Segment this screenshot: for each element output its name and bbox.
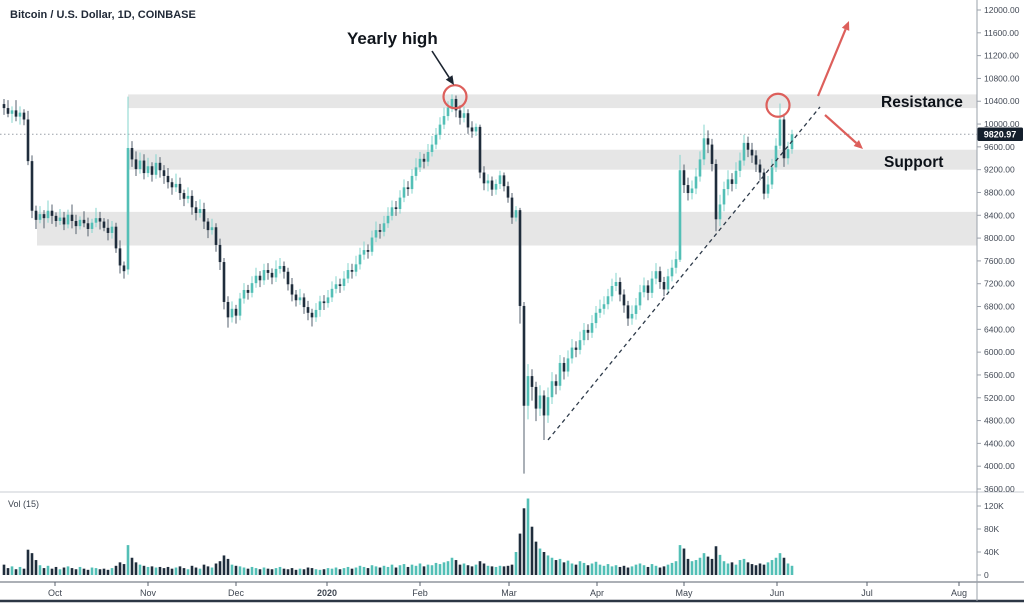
svg-text:80K: 80K <box>984 524 999 534</box>
svg-text:120K: 120K <box>984 501 1004 511</box>
svg-text:10800.00: 10800.00 <box>984 73 1020 83</box>
svg-text:Aug: Aug <box>951 588 967 598</box>
svg-text:Jul: Jul <box>861 588 873 598</box>
svg-text:10400.00: 10400.00 <box>984 96 1020 106</box>
svg-text:6400.00: 6400.00 <box>984 324 1015 334</box>
current-price-value: 9820.97 <box>984 130 1017 140</box>
svg-text:Oct: Oct <box>48 588 63 598</box>
yearly-high-circle <box>442 84 468 110</box>
yearly-high-label: Yearly high <box>347 29 438 48</box>
volume-indicator-label: Vol (15) <box>8 499 39 509</box>
candles-layer <box>2 94 794 474</box>
svg-text:6800.00: 6800.00 <box>984 302 1015 312</box>
svg-text:Apr: Apr <box>590 588 604 598</box>
svg-text:4000.00: 4000.00 <box>984 461 1015 471</box>
svg-text:9200.00: 9200.00 <box>984 165 1015 175</box>
support-zone <box>128 149 977 170</box>
svg-text:7200.00: 7200.00 <box>984 279 1015 289</box>
svg-text:4400.00: 4400.00 <box>984 438 1015 448</box>
volume-layer <box>2 498 794 575</box>
svg-text:Nov: Nov <box>140 588 157 598</box>
resistance-zone <box>128 94 977 109</box>
svg-text:7600.00: 7600.00 <box>984 256 1015 266</box>
svg-text:12000.00: 12000.00 <box>984 5 1020 15</box>
svg-text:11600.00: 11600.00 <box>984 28 1019 38</box>
rejection-down-arrow <box>824 114 858 144</box>
svg-text:40K: 40K <box>984 547 999 557</box>
svg-text:0: 0 <box>984 570 989 580</box>
svg-text:May: May <box>675 588 693 598</box>
svg-text:Mar: Mar <box>501 588 517 598</box>
svg-text:9600.00: 9600.00 <box>984 142 1015 152</box>
svg-text:Dec: Dec <box>228 588 245 598</box>
resistance-label: Resistance <box>881 94 963 111</box>
trend-drawings-layer[interactable] <box>431 21 863 441</box>
yearly-high-pointer-arrow-head <box>445 75 454 85</box>
svg-text:11200.00: 11200.00 <box>984 51 1019 61</box>
volume-axis[interactable]: 120K 80K 40K 0 <box>977 501 1004 580</box>
svg-text:8800.00: 8800.00 <box>984 187 1015 197</box>
breakout-up-arrow-head <box>841 21 850 31</box>
breakout-up-arrow <box>816 28 847 97</box>
price-axis[interactable]: 3600.00 4000.00 4400.00 4800.00 5200.00 5600.… <box>977 5 1020 494</box>
sr-zones-layer[interactable] <box>37 94 977 246</box>
svg-text:5200.00: 5200.00 <box>984 393 1015 403</box>
retest-circle <box>765 92 791 118</box>
svg-text:10000.00: 10000.00 <box>984 119 1020 129</box>
support-label: Support <box>884 154 943 171</box>
svg-text:2020: 2020 <box>317 588 337 598</box>
svg-text:4800.00: 4800.00 <box>984 416 1015 426</box>
svg-text:8000.00: 8000.00 <box>984 233 1015 243</box>
current-price-badge: 9820.97 <box>977 127 1023 141</box>
time-axis[interactable]: Oct Nov Dec 2020 Feb Mar Apr May Jun Jul Aug <box>48 582 967 598</box>
svg-text:Jun: Jun <box>770 588 785 598</box>
symbol-title: Bitcoin / U.S. Dollar, 1D, COINBASE <box>10 9 196 21</box>
svg-text:Feb: Feb <box>412 588 428 598</box>
rejection-down-arrow-head <box>853 140 863 149</box>
svg-text:6000.00: 6000.00 <box>984 347 1015 357</box>
lower-sr-zone <box>37 211 977 246</box>
svg-text:8400.00: 8400.00 <box>984 210 1015 220</box>
svg-text:3600.00: 3600.00 <box>984 484 1015 494</box>
yearly-high-pointer-arrow <box>431 50 450 78</box>
svg-text:5600.00: 5600.00 <box>984 370 1015 380</box>
